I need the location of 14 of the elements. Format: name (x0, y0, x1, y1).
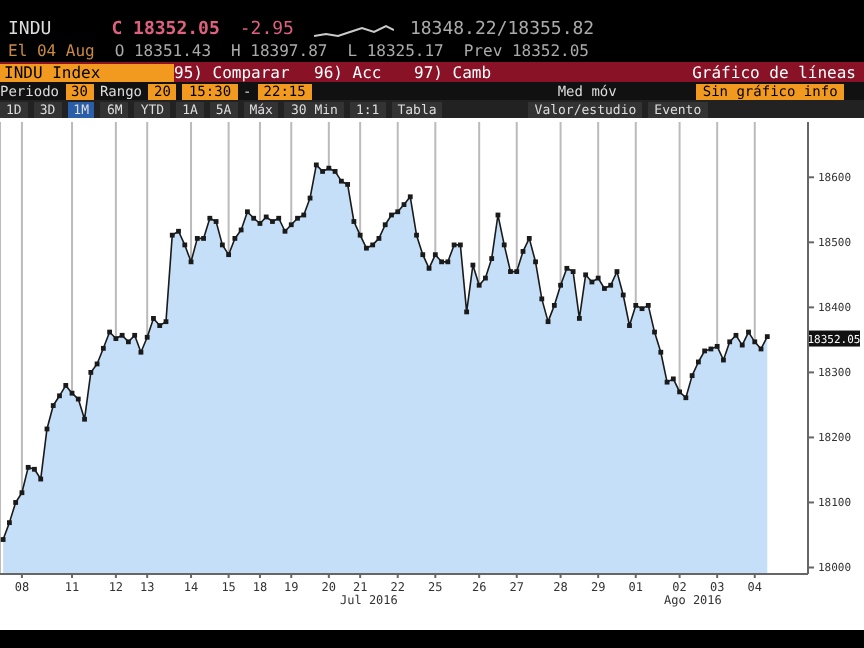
text: 96) Acc (314, 63, 384, 81)
text: -2.95 (239, 20, 294, 40)
text: 97) Camb (414, 63, 494, 81)
chart-title: INDU Index (0, 63, 174, 81)
text: El 04 Aug (8, 42, 95, 60)
text: Prev 18352.05 (463, 42, 589, 60)
text: 18348.22/18355.82 (409, 20, 595, 40)
text: H 18397.87 (231, 42, 328, 60)
text: O 18351.43 (114, 42, 212, 60)
text: C 18352.05 (111, 20, 220, 40)
text: L 18325.17 (347, 42, 444, 60)
text: Gráfico de líneas (692, 63, 856, 81)
text: 95) Comparar (174, 63, 292, 81)
text: INDU (8, 20, 52, 40)
